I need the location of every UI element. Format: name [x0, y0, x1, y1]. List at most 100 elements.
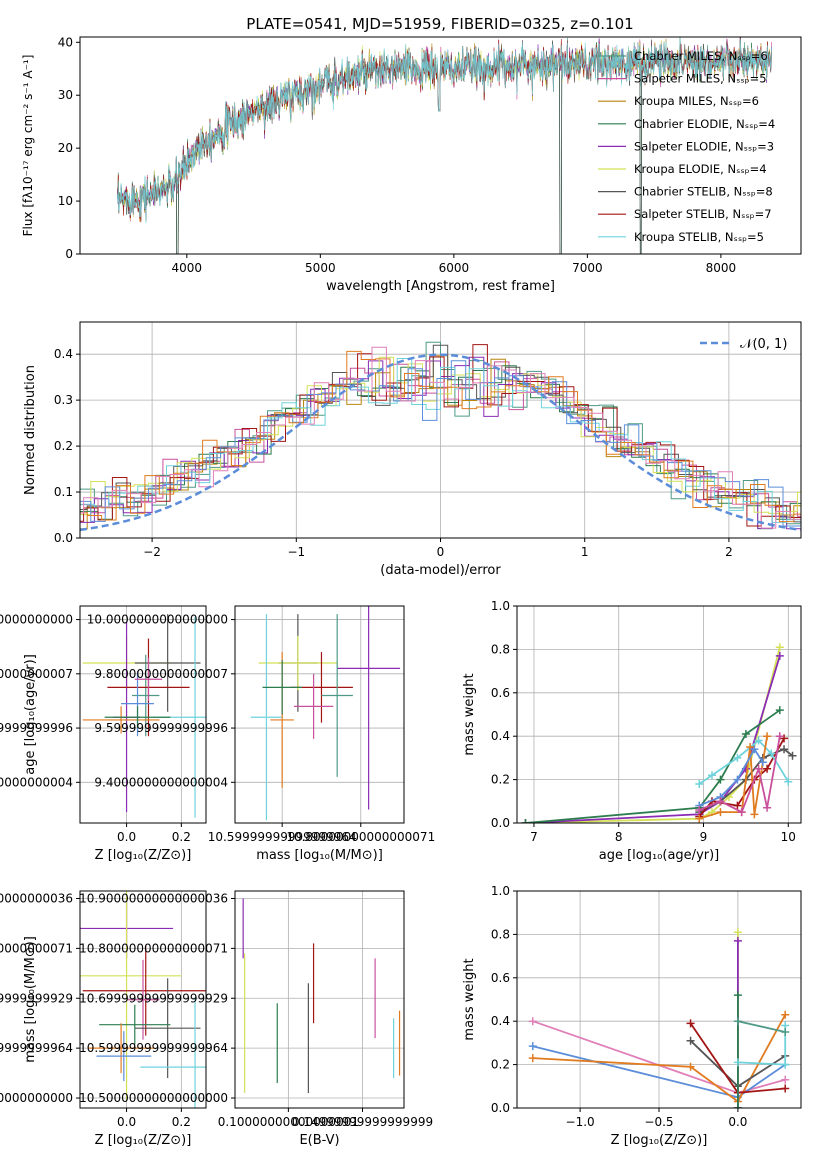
x-tick-label: 10.80000000000000071: [286, 830, 435, 844]
weight-marker-chabrier-stelib: [780, 745, 789, 754]
y-tick-label: 1.0: [491, 884, 510, 898]
weight-marker-chabrier-miles: [781, 1028, 790, 1037]
weight-marker-salpeter-stelib: [781, 1084, 790, 1093]
legend-label-chabrier-stelib: Chabrier STELIB, Nₛₛₚ=8: [634, 185, 773, 199]
x-tick-label: −2: [143, 545, 161, 559]
x-tick-label: 0.0: [117, 1115, 136, 1129]
y-tick-label: 1.0: [491, 599, 510, 613]
y-tick-label: 10.50000000000000000: [0, 1091, 73, 1105]
y-tick-label: 9.5999999999999996: [94, 721, 228, 735]
residuals-xlabel: (data-model)/error: [380, 563, 501, 578]
age-vs-mass-frame: [234, 605, 405, 824]
weight-marker-chabrier-elodie: [775, 706, 784, 715]
mass-vs-metallicity-frame: [79, 890, 207, 1109]
weight-vs-age-panel: 7 8 9 10 0.0 0.2 0.4 0.6 0.8 1.0 age [log₁₀(age/y…: [462, 599, 802, 863]
y-tick-label: 9.4000000000000004: [94, 775, 228, 789]
y-tick-label: 10.50000000000000000: [79, 1091, 228, 1105]
legend-label-kroupa-stelib: Kroupa STELIB, Nₛₛₚ=5: [634, 230, 764, 244]
weight-marker-extra2: [763, 732, 772, 741]
weight-marker-kroupa-stelib: [733, 753, 742, 762]
weight-marker-salpeter-elodie: [733, 936, 742, 945]
weight-line-extra2: [699, 736, 768, 820]
y-tick-label: 0.1: [54, 485, 73, 499]
spectrum-ylabel: Flux [fλ10⁻¹⁷ erg cm⁻² s⁻¹ A⁻¹]: [21, 55, 35, 237]
weight-marker-extra3: [781, 1075, 790, 1084]
weight-marker-extra2: [716, 808, 725, 817]
x-tick-label: −0.5: [644, 1115, 673, 1129]
weight-marker-salpeter-stelib: [733, 801, 742, 810]
legend-label-kroupa-elodie: Kroupa ELODIE, Nₛₛₚ=4: [634, 162, 767, 176]
y-tick-label: 10.90000000000000036: [79, 891, 228, 905]
legend-label-kroupa-miles: Kroupa MILES, Nₛₛₚ=6: [634, 94, 759, 108]
y-tick-label: 0.6: [491, 971, 510, 985]
weight-vs-age-frame: [516, 605, 802, 824]
weight-vs-metallicity-ylabel: mass weight: [462, 958, 477, 1040]
x-tick-label: 5000: [305, 261, 336, 275]
weight-marker-extra2: [746, 743, 755, 752]
weight-marker-extra2: [686, 1062, 695, 1071]
weight-marker-kroupa-stelib: [754, 736, 763, 745]
x-tick-label: 8000: [706, 261, 737, 275]
y-tick-label: 0.6: [491, 686, 510, 700]
spectrum-line-kroupa-stelib: [117, 37, 772, 224]
y-tick-label: 0.8: [491, 927, 510, 941]
legend-label-chabrier-miles: Chabrier MILES, Nₛₛₚ=6: [634, 49, 768, 63]
y-tick-label: 9.4000000000000004: [0, 775, 73, 789]
histogram-step-extra2: [80, 350, 801, 523]
x-tick-label: 8: [615, 830, 623, 844]
y-tick-label: 0: [65, 247, 73, 261]
weight-marker-extra1: [750, 745, 759, 754]
figure-title: PLATE=0541, MJD=51959, FIBERID=0325, z=0…: [246, 15, 633, 33]
residuals-panel: −2 −1 0 1 2 0.0 0.1 0.2 0.3 0.4 (data-model)/erro…: [23, 321, 802, 578]
legend-label-salpeter-stelib: Salpeter STELIB, Nₛₛₚ=7: [634, 207, 772, 221]
y-tick-label: 9.8000000000000007: [0, 667, 73, 681]
y-tick-label: 0.0: [491, 1101, 510, 1115]
x-tick-label: 10: [781, 830, 796, 844]
weight-marker-salpeter-miles: [775, 732, 784, 741]
spectrum-panel: 4000 5000 6000 7000 8000 0 10 20 30 40 wavelength…: [21, 35, 802, 294]
weight-marker-extra2: [528, 1054, 537, 1063]
y-tick-label: 0.3: [54, 393, 73, 407]
weight-marker-salpeter-miles: [695, 805, 704, 814]
weight-marker-chabrier-elodie: [521, 819, 530, 823]
mass-vs-extinction-frame: [234, 890, 405, 1109]
y-tick-label: 10.69999999999999929: [79, 991, 228, 1005]
y-tick-label: 10.69999999999999929: [0, 991, 73, 1005]
x-tick-label: 7: [530, 830, 538, 844]
x-tick-label: 7000: [572, 261, 603, 275]
weight-marker-salpeter-elodie: [775, 651, 784, 660]
y-tick-label: 0.8: [491, 642, 510, 656]
weight-marker-salpeter-miles: [716, 797, 725, 806]
weight-marker-kroupa-elodie: [733, 928, 742, 937]
weight-marker-chabrier-stelib: [788, 751, 797, 760]
weight-marker-salpeter-miles: [763, 803, 772, 812]
weight-marker-kroupa-stelib: [733, 1058, 742, 1067]
y-tick-label: 40: [58, 35, 73, 49]
weight-vs-age-ylabel: mass weight: [462, 673, 477, 755]
weight-marker-chabrier-elodie: [716, 775, 725, 784]
legend-label-chabrier-elodie: Chabrier ELODIE, Nₛₛₚ=4: [634, 117, 775, 131]
age-vs-mass-xlabel: mass [log₁₀(M/M⊙)]: [256, 848, 383, 863]
y-tick-label: 10.90000000000000036: [0, 891, 73, 905]
mass-vs-metallicity-ylabel: mass [log₁₀(M/M⊙)]: [23, 936, 38, 1063]
x-tick-label: 0.2: [172, 830, 191, 844]
y-tick-label: 9.8000000000000007: [94, 667, 228, 681]
weight-marker-chabrier-stelib: [686, 1036, 695, 1045]
age-vs-metallicity-frame: [79, 605, 207, 824]
weight-line-kroupa-stelib: [698, 739, 790, 785]
y-tick-label: 0.0: [54, 531, 73, 545]
legend-label-salpeter-elodie: Salpeter ELODIE, Nₛₛₚ=3: [634, 139, 774, 153]
age-vs-metallicity-ylabel: age [log₁₀(age/yr)]: [23, 654, 38, 775]
histogram-step-salpeter-stelib: [80, 344, 801, 527]
weight-marker-kroupa-stelib: [784, 777, 793, 786]
weight-marker-salpeter-stelib: [763, 764, 772, 773]
weight-marker-salpeter-miles: [737, 808, 746, 817]
x-tick-label: 9: [700, 830, 708, 844]
residuals-legend: 𝒩(0, 1): [700, 337, 787, 352]
weight-vs-age-xlabel: age [log₁₀(age/yr)]: [599, 848, 720, 863]
y-tick-label: 0.2: [54, 439, 73, 453]
weight-marker-extra1: [528, 1042, 537, 1051]
weight-marker-salpeter-stelib: [780, 734, 789, 743]
x-tick-label: 0.14999999999999999: [292, 1115, 433, 1129]
